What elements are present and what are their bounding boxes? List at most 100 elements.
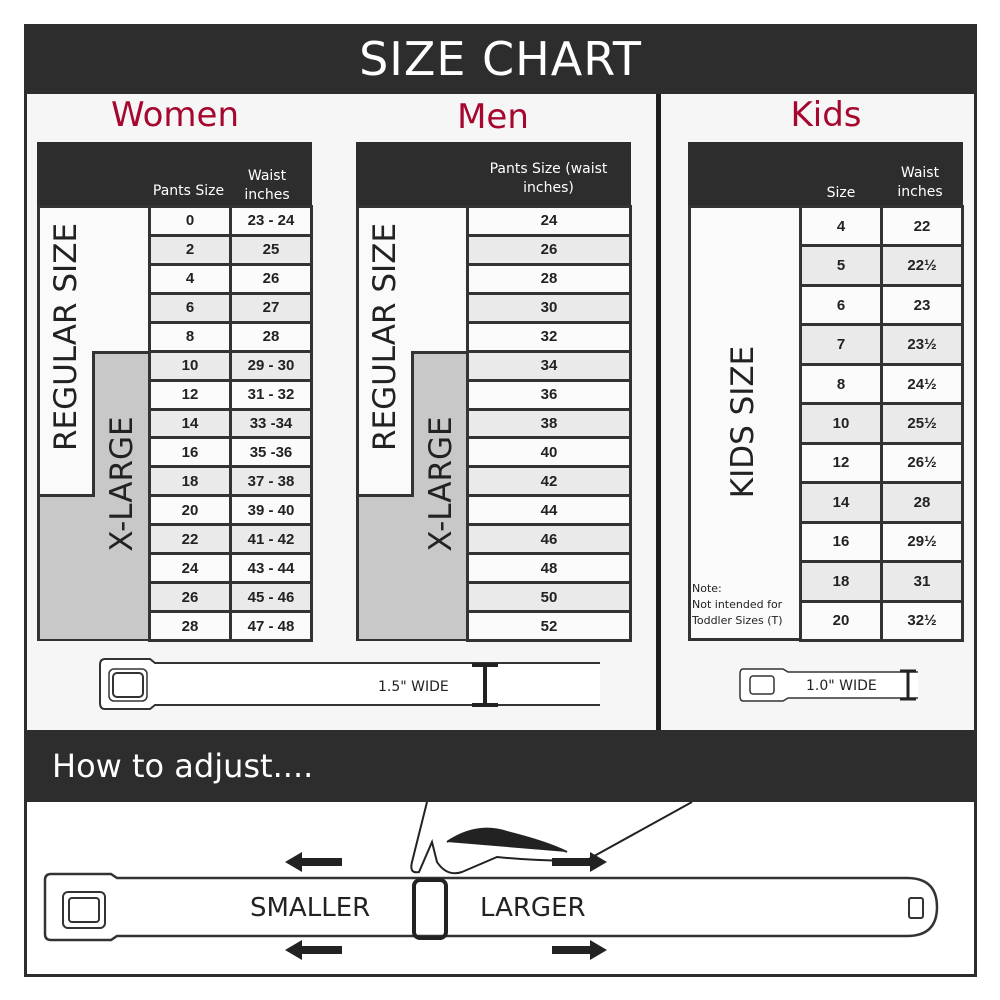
men-pants-size-cell: 46 (466, 523, 632, 556)
women-pants-size-cell: 10 (148, 349, 232, 382)
men-regular-label: REGULAR SIZE (367, 222, 403, 452)
women-pants-size-cell: 8 (148, 320, 232, 353)
men-col-pants-size: Pants Size (waist inches) (489, 161, 608, 196)
women-waist-cell: 47 - 48 (229, 610, 313, 642)
kids-heading: Kids (790, 95, 862, 135)
women-pants-size-cell: 4 (148, 262, 232, 295)
women-table-header: Pants Size Waist inches (37, 142, 312, 206)
kids-table-header: Size Waist inches (688, 142, 963, 206)
men-xlarge-label: X-LARGE (423, 416, 459, 552)
women-waist-cell: 23 - 24 (229, 205, 313, 237)
kids-size-cell: 6 (799, 283, 883, 327)
belt-width-label-kids: 1.0" WIDE (806, 678, 877, 694)
kids-note-line1: Not intended for (692, 598, 783, 611)
kids-size-label: KIDS SIZE (725, 345, 761, 499)
kids-waist-cell: 23½ (880, 323, 964, 366)
adjust-heading: How to adjust.... (24, 730, 977, 802)
men-pants-size-cell: 34 (466, 349, 632, 382)
women-waist-cell: 41 - 42 (229, 523, 313, 556)
women-xlarge-region (92, 351, 149, 639)
men-pants-size-cell: 52 (466, 610, 632, 642)
belt-width-label-adult: 1.5" WIDE (378, 679, 449, 695)
men-pants-size-cell: 40 (466, 436, 632, 469)
kids-waist-cell: 23 (880, 283, 964, 327)
kids-waist-cell: 26½ (880, 441, 964, 485)
women-pants-size-cell: 6 (148, 291, 232, 324)
men-pants-size-cell: 48 (466, 552, 632, 585)
women-waist-cell: 37 - 38 (229, 465, 313, 498)
men-pants-size-cell: 38 (466, 407, 632, 440)
men-pants-size-cell: 30 (466, 291, 632, 324)
women-waist-cell: 35 -36 (229, 436, 313, 469)
kids-note-title: Note: (692, 582, 722, 595)
kids-waist-cell: 31 (880, 560, 964, 603)
page-title: SIZE CHART (24, 24, 977, 94)
women-waist-cell: 27 (229, 291, 313, 324)
men-pants-size-cell: 50 (466, 581, 632, 614)
kids-size-cell: 18 (799, 560, 883, 603)
women-waist-cell: 29 - 30 (229, 349, 313, 382)
women-regular-label: REGULAR SIZE (48, 222, 84, 452)
men-xlarge-region-lower (359, 494, 414, 639)
women-waist-cell: 33 -34 (229, 407, 313, 440)
kids-size-cell: 12 (799, 441, 883, 485)
arrow-icons (285, 852, 607, 960)
men-pants-size-cell: 32 (466, 320, 632, 353)
women-pants-size-cell: 16 (148, 436, 232, 469)
kids-note-line2: Toddler Sizes (T) (692, 614, 783, 627)
panel-divider (656, 94, 661, 730)
adjust-illustration (43, 802, 939, 960)
kids-size-cell: 7 (799, 323, 883, 366)
kids-note: Note: Not intended for Toddler Sizes (T) (692, 581, 783, 629)
women-pants-size-cell: 18 (148, 465, 232, 498)
kids-waist-cell: 25½ (880, 402, 964, 445)
kids-size-cell: 20 (799, 599, 883, 642)
women-xlarge-label: X-LARGE (104, 416, 140, 552)
men-pants-size-cell: 26 (466, 233, 632, 266)
kids-waist-cell: 28 (880, 481, 964, 524)
women-pants-size-cell: 24 (148, 552, 232, 585)
men-pants-size-cell: 24 (466, 205, 632, 237)
women-waist-cell: 43 - 44 (229, 552, 313, 585)
kids-size-cell: 16 (799, 520, 883, 564)
women-pants-size-cell: 28 (148, 610, 232, 642)
women-pants-size-cell: 20 (148, 494, 232, 527)
men-pants-size-cell: 44 (466, 494, 632, 527)
women-pants-size-cell: 14 (148, 407, 232, 440)
hand-icon (410, 802, 693, 875)
women-xlarge-region-lower (40, 494, 95, 639)
smaller-label: SMALLER (250, 893, 371, 923)
women-pants-size-cell: 2 (148, 233, 232, 266)
kids-waist-cell: 22½ (880, 244, 964, 287)
kids-size-cell: 5 (799, 244, 883, 287)
kids-size-cell: 8 (799, 362, 883, 406)
women-pants-size-cell: 22 (148, 523, 232, 556)
kids-size-cell: 4 (799, 205, 883, 248)
women-pants-size-cell: 12 (148, 378, 232, 411)
belt-1-0-illustration (739, 668, 918, 702)
kids-col-size: Size (826, 185, 856, 201)
women-pants-size-cell: 0 (148, 205, 232, 237)
kids-waist-cell: 24½ (880, 362, 964, 406)
kids-size-cell: 14 (799, 481, 883, 524)
women-waist-cell: 25 (229, 233, 313, 266)
women-waist-cell: 26 (229, 262, 313, 295)
women-waist-cell: 31 - 32 (229, 378, 313, 411)
women-col-pants-size: Pants Size (152, 183, 225, 199)
larger-label: LARGER (480, 893, 586, 923)
women-waist-cell: 39 - 40 (229, 494, 313, 527)
men-pants-size-cell: 28 (466, 262, 632, 295)
women-col-waist: Waist inches (244, 168, 290, 203)
men-pants-size-cell: 42 (466, 465, 632, 498)
men-table-header: Pants Size (waist inches) (356, 142, 631, 206)
women-pants-size-cell: 26 (148, 581, 232, 614)
kids-waist-cell: 32½ (880, 599, 964, 642)
men-pants-size-cell: 36 (466, 378, 632, 411)
women-waist-cell: 28 (229, 320, 313, 353)
kids-size-cell: 10 (799, 402, 883, 445)
kids-waist-cell: 29½ (880, 520, 964, 564)
women-waist-cell: 45 - 46 (229, 581, 313, 614)
kids-waist-cell: 22 (880, 205, 964, 248)
women-heading: Women (110, 95, 239, 135)
men-heading: Men (457, 97, 529, 137)
